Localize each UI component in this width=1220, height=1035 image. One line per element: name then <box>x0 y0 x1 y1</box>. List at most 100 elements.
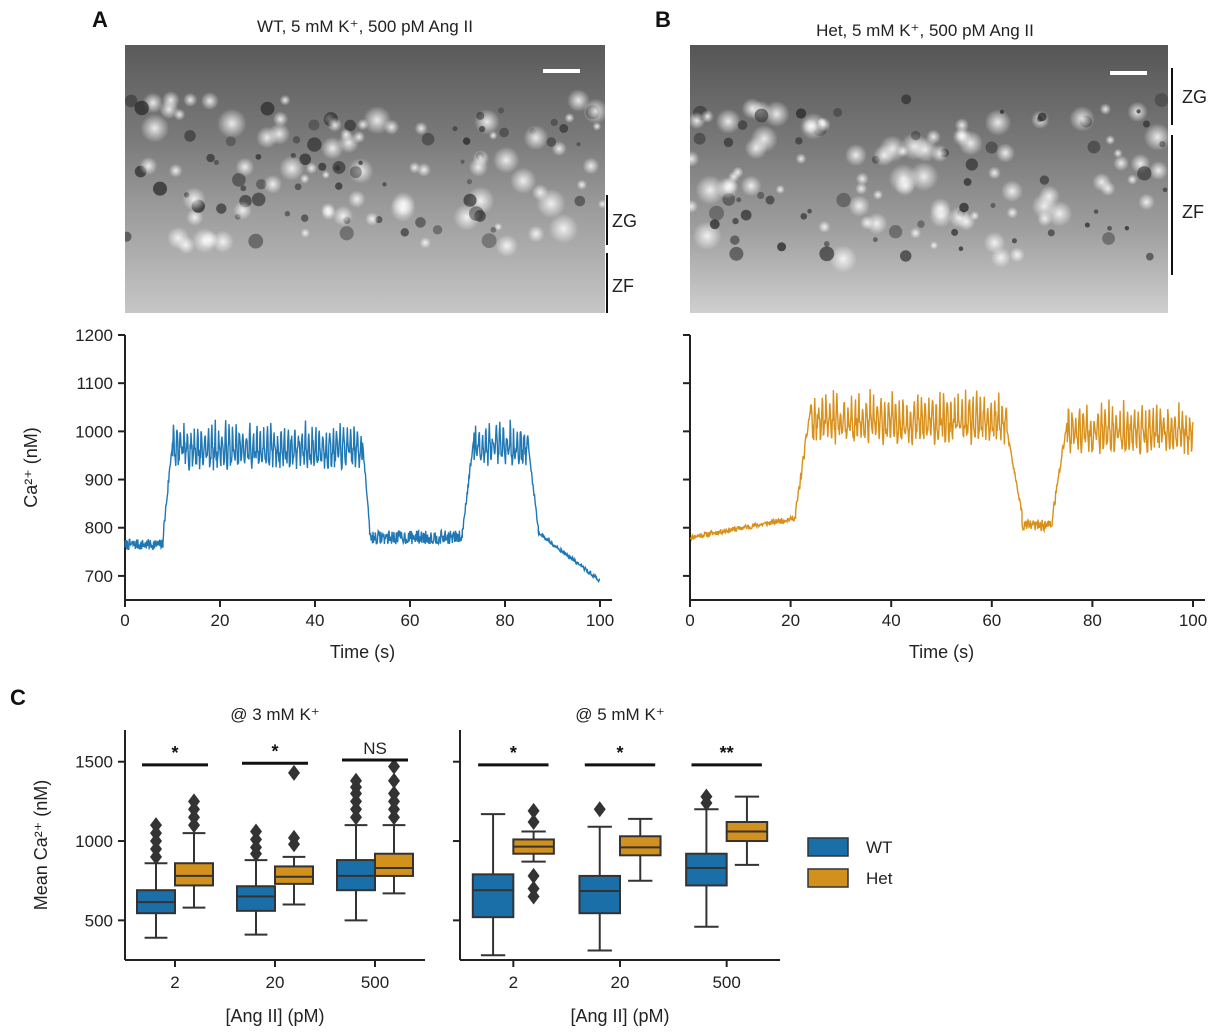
cell-dark <box>260 101 275 116</box>
trace-chart-wt: 0 20 40 60 80 100 700 800 900 1000 1100 1200 Time (s… <box>21 326 614 662</box>
cell-bright <box>305 162 318 174</box>
cell-bright <box>140 113 170 143</box>
cell-dark <box>910 130 921 141</box>
cell-dark <box>559 124 569 133</box>
cell-bright <box>740 175 762 197</box>
cell-dark <box>240 185 247 192</box>
cell-bright <box>1099 103 1112 115</box>
box-outlier <box>527 880 540 897</box>
box-het <box>374 852 414 877</box>
cell-dark <box>184 130 196 142</box>
cell-bright <box>321 205 336 221</box>
cell-bright <box>300 228 310 238</box>
box-outlier <box>288 764 300 781</box>
box-chart-3mM: @ 3 mM K⁺ 500 1000 1500 Mean Ca²⁺ (nM) 2 * 20 * 5… <box>31 705 425 1026</box>
cell-dark <box>415 217 426 228</box>
cell-bright <box>192 228 218 254</box>
cell-dark <box>836 192 851 208</box>
y-tick-label: 1500 <box>75 753 113 772</box>
cell-bright <box>186 208 204 226</box>
cell-dark <box>550 118 558 127</box>
legend-swatch-het <box>807 868 849 888</box>
cell-dark <box>795 108 807 119</box>
micrograph-het <box>690 45 1168 313</box>
cell-bright <box>168 163 183 178</box>
cell-dark <box>125 94 138 108</box>
cell-dark <box>1154 93 1168 107</box>
cell-bright <box>332 205 354 227</box>
cell-bright <box>1127 174 1138 185</box>
cell-bright <box>597 199 605 209</box>
cell-bright <box>200 92 219 110</box>
cell-bright <box>1100 181 1116 197</box>
cell-dark <box>951 228 959 236</box>
cell-dark <box>1102 232 1115 245</box>
significance-label: NS <box>363 739 387 758</box>
cell-dark <box>819 246 835 262</box>
x-tick-label: 100 <box>586 611 614 630</box>
cell-bright <box>495 234 518 257</box>
cell-bright <box>321 170 331 179</box>
cell-bright <box>582 157 600 175</box>
x-tick-label: 2 <box>170 973 179 992</box>
cell-dark <box>709 205 725 221</box>
y-axis-label: Mean Ca²⁺ (nM) <box>31 780 51 911</box>
cell-bright <box>894 175 916 197</box>
cell-bright <box>139 156 158 176</box>
cell-bright <box>795 153 807 165</box>
box-title: @ 3 mM K⁺ <box>230 705 320 724</box>
cell-bright <box>419 237 431 249</box>
cell-dark <box>292 136 301 144</box>
cell-dark <box>469 206 484 221</box>
legend: WT Het <box>807 837 893 888</box>
cell-dark <box>693 132 706 145</box>
cell-dark <box>134 100 149 116</box>
significance-label: * <box>616 743 623 763</box>
cell-dark <box>255 153 262 160</box>
x-tick-label: 500 <box>361 973 389 992</box>
x-axis-label: [Ang II] (pM) <box>225 1006 324 1026</box>
cell-bright <box>954 118 969 133</box>
cell-bright <box>987 166 1001 180</box>
cell-bright <box>690 150 700 167</box>
box-het <box>174 862 214 887</box>
cell-dark <box>963 178 972 186</box>
box-het <box>619 835 662 857</box>
significance-label: * <box>510 743 517 763</box>
cell-dark <box>476 111 485 120</box>
cell-dark <box>959 202 969 213</box>
cell-dark <box>990 203 996 208</box>
cell-dark <box>479 125 486 133</box>
cell-bright <box>176 235 196 255</box>
cell-dark <box>754 108 769 123</box>
cell-dark <box>213 159 220 166</box>
cell-dark <box>546 137 557 147</box>
cell-dark <box>318 162 327 171</box>
box-outlier <box>388 772 400 789</box>
cell-bright <box>1138 193 1155 211</box>
cell-bright <box>865 212 888 235</box>
cell-dark <box>1087 140 1101 154</box>
cell-dark <box>576 142 581 147</box>
cell-dark <box>1084 222 1090 228</box>
y-tick-label: 1200 <box>75 326 113 345</box>
zone-label-zf-b: ZF <box>1182 202 1204 222</box>
x-tick-label: 20 <box>266 973 285 992</box>
cell-bright <box>722 177 738 194</box>
cell-dark <box>460 159 465 164</box>
cell-dark <box>1107 225 1112 231</box>
cell-bright <box>551 141 567 157</box>
zone-label-zf-a: ZF <box>612 276 634 296</box>
cell-dark <box>421 132 435 146</box>
cell-dark <box>1136 109 1141 114</box>
cell-bright <box>468 157 489 177</box>
cell-dark <box>833 107 843 117</box>
y-tick-label: 500 <box>85 911 113 930</box>
y-tick-label: 1100 <box>76 374 113 393</box>
cell-bright <box>855 182 868 195</box>
y-tick-label: 800 <box>85 519 113 538</box>
cell-bright <box>416 162 431 177</box>
cell-dark <box>965 158 978 171</box>
x-tick-label: 20 <box>211 611 230 630</box>
cell-dark <box>737 120 748 130</box>
